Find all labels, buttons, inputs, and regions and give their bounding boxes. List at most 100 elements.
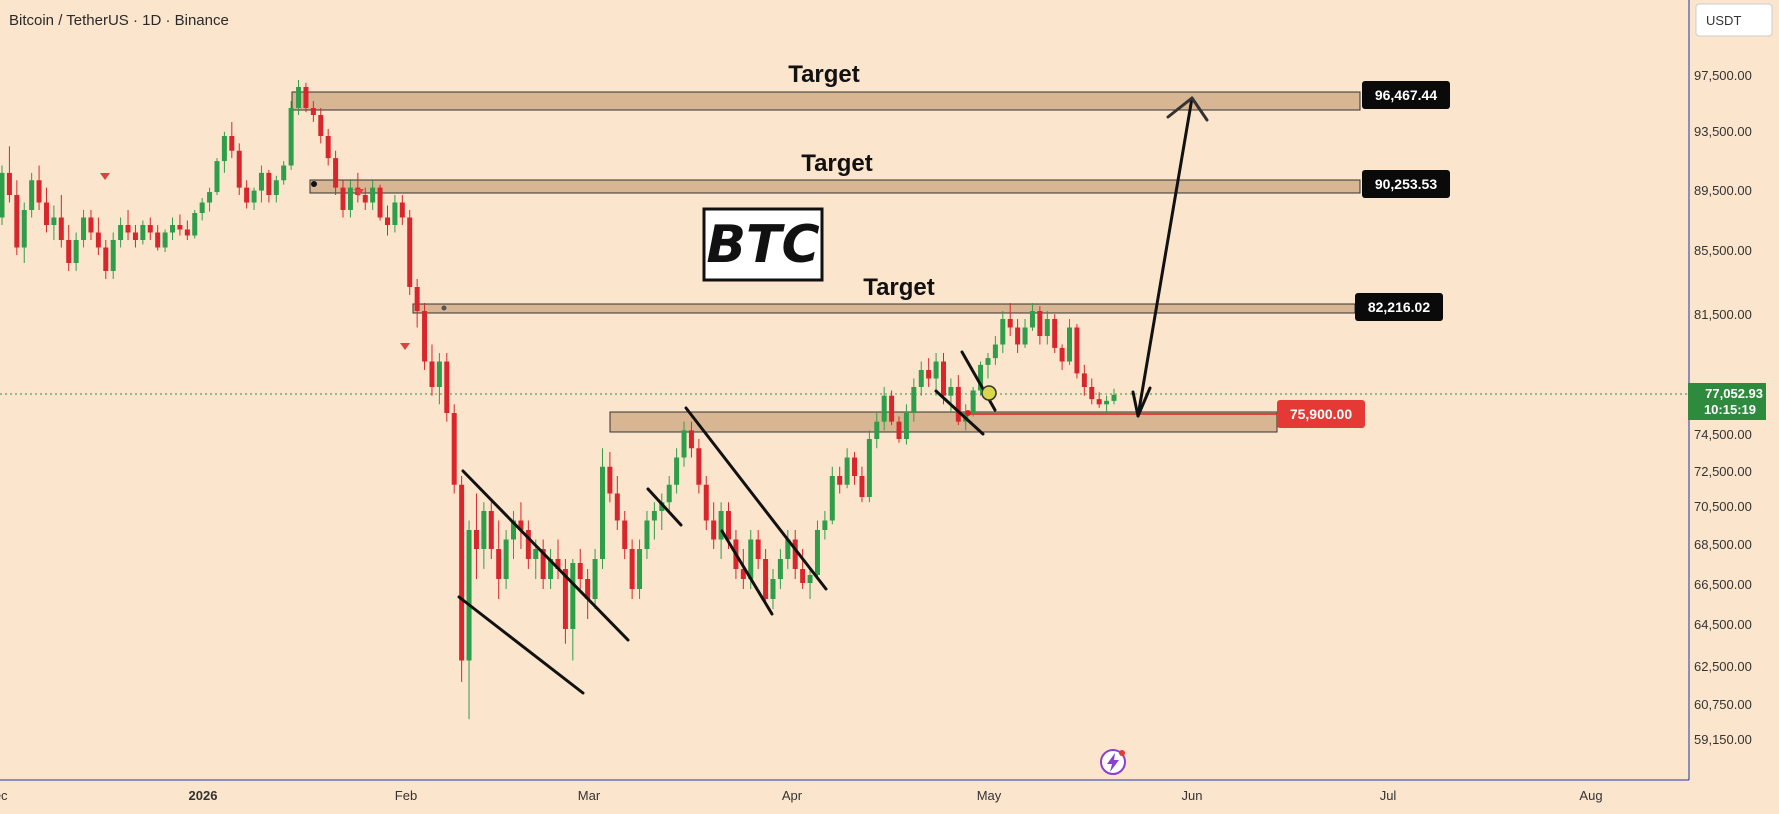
target-zone-1[interactable] bbox=[291, 91, 1361, 111]
candle[interactable] bbox=[88, 217, 94, 233]
candle[interactable] bbox=[496, 549, 502, 579]
candle[interactable] bbox=[429, 361, 435, 388]
candle[interactable] bbox=[333, 158, 339, 188]
candle[interactable] bbox=[570, 563, 576, 629]
candle[interactable] bbox=[414, 287, 420, 311]
candle[interactable] bbox=[814, 530, 820, 575]
candle[interactable] bbox=[1029, 311, 1035, 328]
candle[interactable] bbox=[1015, 327, 1021, 345]
channel-line[interactable] bbox=[646, 487, 683, 527]
candle[interactable] bbox=[533, 549, 539, 559]
candle[interactable] bbox=[852, 457, 858, 477]
candle[interactable] bbox=[903, 413, 909, 439]
candle[interactable] bbox=[607, 466, 613, 494]
candle[interactable] bbox=[362, 195, 368, 203]
candle[interactable] bbox=[147, 225, 153, 233]
lightning-icon[interactable] bbox=[1100, 749, 1126, 775]
candle[interactable] bbox=[955, 387, 961, 422]
candle[interactable] bbox=[1074, 327, 1080, 374]
candle[interactable] bbox=[889, 395, 895, 422]
candle[interactable] bbox=[1111, 394, 1117, 401]
channel-line[interactable] bbox=[461, 469, 630, 642]
candle[interactable] bbox=[651, 511, 657, 521]
channel-line[interactable] bbox=[684, 406, 828, 591]
candle[interactable] bbox=[985, 358, 991, 365]
target-price-tag-2[interactable] bbox=[1362, 170, 1450, 198]
candle[interactable] bbox=[703, 484, 709, 521]
target-price-tag-1[interactable] bbox=[1362, 81, 1450, 109]
candle[interactable] bbox=[14, 195, 20, 248]
candle[interactable] bbox=[577, 563, 583, 579]
candle[interactable] bbox=[192, 213, 198, 236]
zone-anchor-dot[interactable] bbox=[441, 305, 447, 311]
target-zone-2[interactable] bbox=[309, 179, 1361, 194]
current-price-tag[interactable] bbox=[1688, 383, 1766, 420]
candle[interactable] bbox=[629, 549, 635, 589]
candle[interactable] bbox=[177, 225, 183, 230]
candle[interactable] bbox=[911, 387, 917, 413]
candle[interactable] bbox=[162, 232, 168, 248]
candle[interactable] bbox=[777, 559, 783, 579]
candle[interactable] bbox=[822, 520, 828, 531]
candle[interactable] bbox=[1067, 327, 1073, 362]
candle[interactable] bbox=[407, 217, 413, 288]
candle[interactable] bbox=[585, 579, 591, 599]
candle[interactable] bbox=[1089, 387, 1095, 400]
candle[interactable] bbox=[525, 530, 531, 559]
candle[interactable] bbox=[0, 172, 5, 218]
candle[interactable] bbox=[926, 370, 932, 379]
candle[interactable] bbox=[644, 520, 650, 550]
candle[interactable] bbox=[807, 575, 813, 583]
candle[interactable] bbox=[140, 225, 146, 240]
candle[interactable] bbox=[258, 172, 264, 191]
candle[interactable] bbox=[296, 87, 302, 108]
candle[interactable] bbox=[347, 187, 353, 210]
candle[interactable] bbox=[221, 136, 227, 162]
candle[interactable] bbox=[370, 187, 376, 203]
candle[interactable] bbox=[518, 520, 524, 531]
highlight-circle[interactable] bbox=[981, 385, 997, 401]
candle[interactable] bbox=[184, 229, 190, 236]
candle[interactable] bbox=[785, 539, 791, 560]
candle[interactable] bbox=[236, 150, 242, 188]
candle[interactable] bbox=[1059, 347, 1065, 362]
candle[interactable] bbox=[340, 187, 346, 210]
candle[interactable] bbox=[422, 311, 428, 362]
candle[interactable] bbox=[599, 466, 605, 559]
candle[interactable] bbox=[66, 240, 72, 263]
candle[interactable] bbox=[170, 225, 176, 233]
candle[interactable] bbox=[303, 87, 309, 108]
candle[interactable] bbox=[555, 559, 561, 569]
target-zone-3[interactable] bbox=[412, 303, 1356, 314]
candle[interactable] bbox=[199, 202, 205, 214]
candle[interactable] bbox=[896, 421, 902, 439]
candle[interactable] bbox=[614, 493, 620, 521]
support-price-tag[interactable] bbox=[1277, 400, 1365, 428]
candle[interactable] bbox=[392, 202, 398, 226]
candle[interactable] bbox=[1104, 400, 1110, 405]
candle[interactable] bbox=[874, 421, 880, 439]
btc-label-box[interactable] bbox=[702, 207, 824, 282]
candle[interactable] bbox=[29, 180, 35, 210]
candle[interactable] bbox=[58, 217, 64, 241]
channel-line[interactable] bbox=[934, 389, 985, 436]
candle[interactable] bbox=[399, 202, 405, 218]
candle[interactable] bbox=[726, 511, 732, 540]
candle[interactable] bbox=[466, 530, 472, 661]
candle[interactable] bbox=[36, 180, 42, 203]
candle[interactable] bbox=[95, 232, 101, 248]
candle[interactable] bbox=[711, 520, 717, 540]
candle[interactable] bbox=[1037, 311, 1043, 336]
candle[interactable] bbox=[244, 187, 250, 203]
candle[interactable] bbox=[792, 539, 798, 570]
candle[interactable] bbox=[103, 247, 109, 272]
candle[interactable] bbox=[310, 108, 316, 115]
candle[interactable] bbox=[51, 217, 57, 226]
candle[interactable] bbox=[1044, 319, 1050, 336]
candle[interactable] bbox=[622, 520, 628, 550]
candle[interactable] bbox=[207, 192, 213, 203]
candle[interactable] bbox=[384, 217, 390, 226]
candle[interactable] bbox=[681, 430, 687, 458]
candle[interactable] bbox=[214, 161, 220, 193]
